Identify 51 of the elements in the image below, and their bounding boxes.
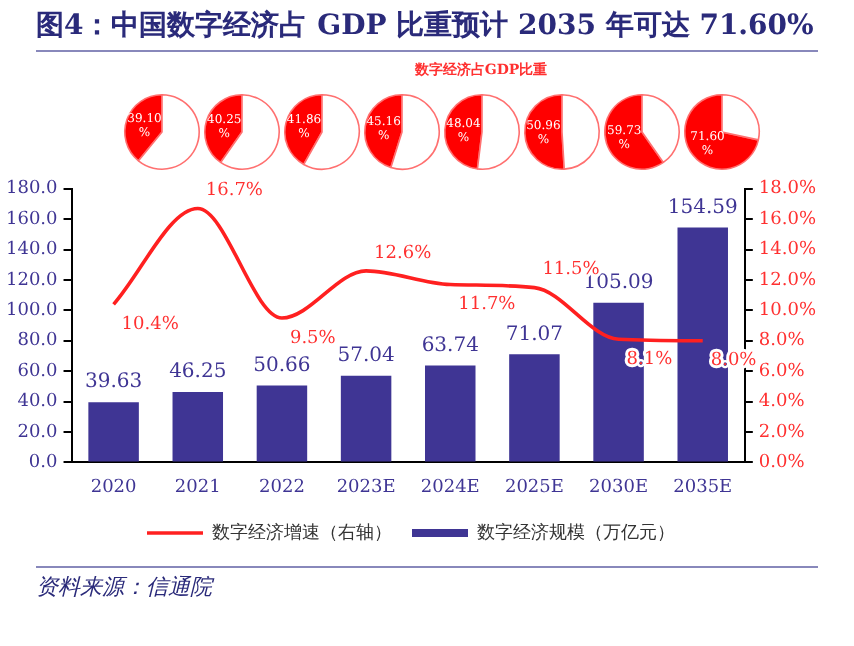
y-tick-label: 160.0: [6, 209, 59, 230]
y2-tick-label: 12.0%: [758, 270, 817, 291]
bar: [509, 354, 560, 462]
data-label: 12.6%: [374, 243, 433, 264]
y-tick-label: 100.0: [6, 301, 59, 322]
y2-tick-label: 4.0%: [758, 392, 806, 413]
y-tick-label: 120.0: [6, 270, 59, 291]
bar: [88, 402, 139, 462]
data-label: 154.59: [667, 196, 738, 219]
data-label: 10.4%: [121, 315, 180, 336]
y-tick-label: 20.0: [17, 422, 59, 443]
text: 资料来源：信通院: [36, 566, 818, 602]
data-label: 9.5%: [289, 328, 337, 349]
bar: [425, 365, 476, 462]
x-tick-label: 2021: [174, 477, 221, 498]
data-label: 16.7%: [205, 181, 264, 202]
data-label: 71.07: [505, 323, 564, 346]
data-label: 39.63: [84, 371, 143, 394]
x-tick-label: 2020: [90, 477, 138, 498]
y2-tick-label: 0.0%: [758, 453, 806, 474]
data-label: 46.25: [169, 361, 227, 384]
y-tick-label: 60.0: [17, 361, 59, 382]
y2-tick-label: 14.0%: [758, 240, 817, 261]
y2-tick-label: 16.0%: [758, 209, 817, 230]
y2-tick-label: 2.0%: [758, 422, 806, 443]
legend-label: 数字经济规模（万亿元）: [477, 521, 675, 544]
data-label: 63.74: [421, 334, 479, 357]
y2-tick-label: 8.0%: [758, 331, 806, 352]
x-tick-label: 2035E: [673, 477, 733, 498]
y2-tick-label: 10.0%: [758, 301, 817, 322]
data-label: 105.09: [583, 271, 654, 294]
y-tick-label: 40.0: [17, 392, 59, 413]
bar: [340, 375, 392, 462]
y-tick-label: 0.0: [28, 453, 59, 474]
x-tick-label: 2025E: [504, 477, 564, 498]
legend-label: 数字经济增速（右轴）: [212, 521, 392, 544]
bar: [256, 385, 308, 462]
y2-tick-label: 18.0%: [758, 179, 817, 200]
x-tick-label: 2024E: [420, 477, 480, 498]
bar: [172, 392, 224, 462]
data-label: 11.7%: [458, 295, 517, 316]
x-tick-label: 2030E: [589, 477, 649, 498]
x-tick-label: 2023E: [336, 477, 396, 498]
y-tick-label: 80.0: [17, 331, 59, 352]
x-tick-label: 2022: [259, 477, 305, 498]
data-label: 57.04: [337, 344, 395, 367]
text: 图4：中国数字经济占 GDP 比重预计 2035 年可达 71.60%: [36, 8, 818, 52]
y-tick-label: 140.0: [6, 240, 59, 261]
y-tick-label: 180.0: [6, 179, 59, 200]
data-label: 50.66: [253, 354, 311, 377]
y2-tick-label: 6.0%: [758, 361, 806, 382]
